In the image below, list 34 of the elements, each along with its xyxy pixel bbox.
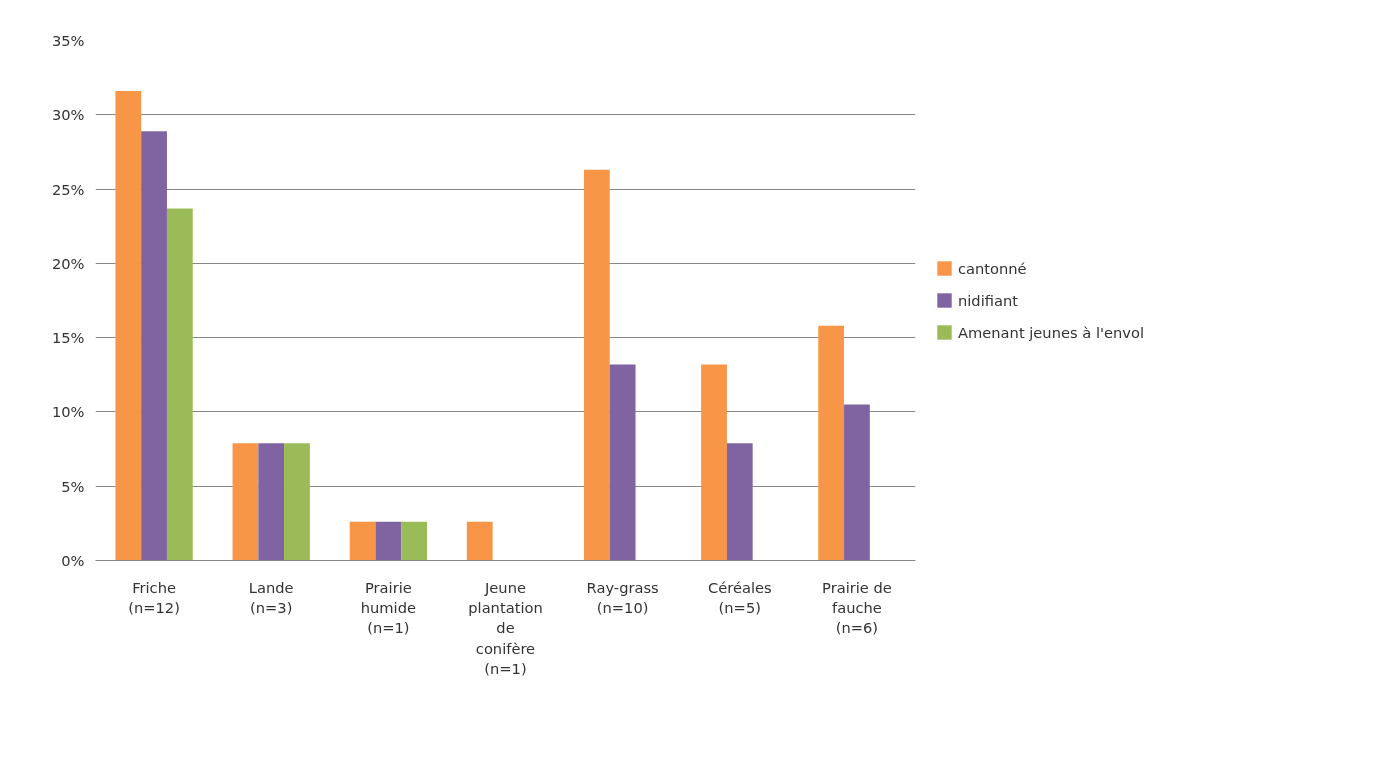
bar: [583, 169, 610, 561]
y-tick-label: 15%: [51, 329, 85, 347]
x-tick-label: Friche (n=12): [128, 578, 180, 616]
bar: [258, 443, 285, 561]
y-tick-label: 35%: [51, 32, 85, 49]
bar: [401, 521, 428, 561]
bar: [466, 521, 493, 561]
bar: [141, 131, 167, 561]
bar: [844, 404, 870, 561]
bar: [375, 521, 402, 561]
y-tick-label: 10%: [51, 403, 85, 421]
legend-label: cantonné: [958, 259, 1027, 277]
x-tick-label: Prairie humide (n=1): [360, 578, 416, 637]
bar: [284, 443, 310, 561]
bar: [232, 443, 259, 561]
y-tick-label: 30%: [51, 106, 85, 124]
x-tick-label: Lande (n=3): [248, 578, 294, 616]
legend-label: nidifiant: [958, 291, 1018, 309]
y-tick-label: 25%: [51, 180, 85, 198]
x-tick-label: Ray-grass (n=10): [586, 578, 659, 616]
y-tick-label: 20%: [51, 254, 85, 272]
x-tick-label: Céréales (n=5): [707, 578, 772, 616]
x-tick-label: Prairie de fauche (n=6): [822, 578, 892, 637]
bar: [609, 364, 636, 561]
bar: [726, 443, 753, 561]
y-tick-label: 5%: [61, 477, 85, 495]
legend-label: Amenant jeunes à l'envol: [958, 323, 1145, 341]
bar: [818, 325, 845, 561]
bar: [701, 364, 727, 561]
bar: [166, 208, 193, 561]
y-tick-label: 0%: [61, 552, 85, 569]
bar: [115, 91, 142, 561]
x-tick-label: Jeune plantation de conifère (n=1): [468, 578, 543, 678]
bar: [349, 521, 376, 561]
